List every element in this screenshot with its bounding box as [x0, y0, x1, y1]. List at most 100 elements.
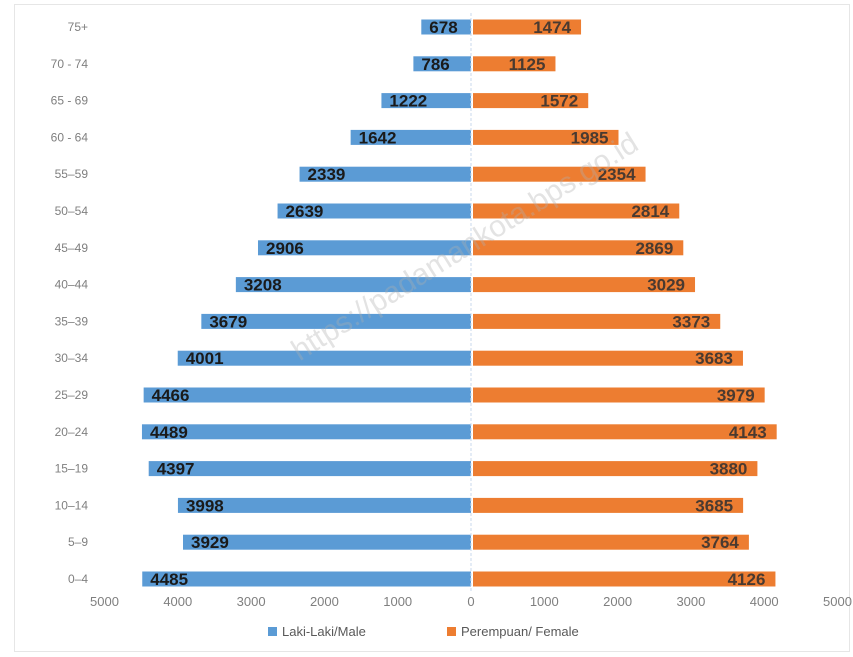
male-value-label: 3998: [186, 496, 224, 515]
female-bar: [473, 571, 776, 587]
female-bar: [473, 166, 646, 182]
female-bar: [473, 93, 589, 109]
male-value-label: 678: [429, 18, 457, 37]
male-value-label: 4485: [150, 570, 188, 589]
female-value-label: 1572: [540, 92, 578, 111]
male-value-label: 1642: [359, 128, 397, 147]
age-group-label: 60 - 64: [51, 130, 89, 144]
age-group-label: 55–59: [55, 167, 89, 181]
male-bar: [143, 387, 471, 403]
male-bar: [141, 424, 471, 440]
age-group-label: 50–54: [55, 204, 89, 218]
female-bar: [473, 56, 556, 72]
male-bar: [299, 166, 471, 182]
age-group-label: 15–19: [55, 462, 89, 476]
male-bar: [350, 129, 471, 145]
male-value-label: 4489: [150, 423, 188, 442]
male-value-label: 4466: [152, 386, 190, 405]
male-bar: [257, 240, 471, 256]
male-bar: [177, 350, 472, 366]
female-bar: [473, 313, 721, 329]
male-value-label: 1222: [389, 92, 427, 111]
x-tick-label: 4000: [750, 594, 779, 609]
age-group-label: 20–24: [55, 425, 89, 439]
male-value-label: 3679: [209, 312, 247, 331]
legend-swatch: [447, 627, 456, 636]
female-value-label: 2869: [635, 239, 673, 258]
female-value-label: 3979: [717, 386, 755, 405]
age-group-label: 25–29: [55, 388, 89, 402]
female-value-label: 4143: [729, 423, 767, 442]
male-bar: [235, 277, 471, 293]
male-value-label: 2639: [286, 202, 324, 221]
chart-frame: [14, 4, 850, 652]
x-tick-label: 1000: [383, 594, 412, 609]
age-group-label: 0–4: [68, 572, 88, 586]
female-bar: [473, 19, 582, 35]
age-group-label: 40–44: [55, 278, 89, 292]
male-bar: [142, 571, 471, 587]
male-bar: [381, 93, 471, 109]
x-tick-label: 0: [467, 594, 474, 609]
male-bar: [413, 56, 471, 72]
female-bar: [473, 240, 684, 256]
age-group-label: 75+: [68, 20, 88, 34]
female-value-label: 1985: [571, 128, 609, 147]
x-tick-label: 2000: [310, 594, 339, 609]
male-bar: [421, 19, 471, 35]
female-value-label: 3373: [672, 312, 710, 331]
male-bar: [148, 461, 472, 477]
female-value-label: 3683: [695, 349, 733, 368]
legend-swatch: [268, 627, 277, 636]
labels-layer: 0–4 4485 4126 5–9 3929 3764 10–14 3998 3685 15–19…: [51, 18, 852, 609]
x-tick-label: 4000: [163, 594, 192, 609]
female-bar: [473, 424, 777, 440]
x-tick-label: 1000: [530, 594, 559, 609]
age-group-label: 10–14: [55, 498, 89, 512]
male-value-label: 4397: [157, 460, 195, 479]
female-value-label: 3880: [710, 460, 748, 479]
x-tick-label: 3000: [237, 594, 266, 609]
x-tick-label: 2000: [603, 594, 632, 609]
female-value-label: 2814: [631, 202, 669, 221]
age-group-label: 65 - 69: [51, 94, 89, 108]
age-group-label: 70 - 74: [51, 57, 89, 71]
legend: Laki-Laki/Male Perempuan/ Female: [268, 624, 579, 639]
male-value-label: 786: [421, 55, 449, 74]
male-value-label: 2906: [266, 239, 304, 258]
female-value-label: 3029: [647, 276, 685, 295]
male-value-label: 3929: [191, 533, 229, 552]
female-value-label: 3685: [695, 496, 733, 515]
age-group-label: 30–34: [55, 351, 89, 365]
x-tick-label: 5000: [823, 594, 852, 609]
female-bar: [473, 203, 680, 219]
bars-layer: [141, 19, 777, 587]
age-group-label: 45–49: [55, 241, 89, 255]
x-tick-label: 5000: [90, 594, 119, 609]
age-group-label: 35–39: [55, 314, 89, 328]
male-bar: [183, 534, 471, 550]
male-value-label: 4001: [186, 349, 224, 368]
female-bar: [473, 129, 619, 145]
female-value-label: 1125: [509, 55, 546, 74]
female-bar: [473, 497, 744, 513]
male-bar: [277, 203, 471, 219]
female-bar: [473, 277, 696, 293]
female-value-label: 1474: [533, 18, 571, 37]
legend-label: Laki-Laki/Male: [282, 624, 366, 639]
female-value-label: 3764: [701, 533, 739, 552]
legend-label: Perempuan/ Female: [461, 624, 579, 639]
x-tick-label: 3000: [676, 594, 705, 609]
male-value-label: 2339: [308, 165, 346, 184]
female-bar: [473, 461, 758, 477]
male-bar: [201, 313, 472, 329]
female-bar: [473, 387, 765, 403]
female-bar: [473, 534, 749, 550]
female-value-label: 4126: [728, 570, 766, 589]
male-value-label: 3208: [244, 276, 282, 295]
male-bar: [177, 497, 471, 513]
female-bar: [473, 350, 743, 366]
female-value-label: 2354: [598, 165, 636, 184]
age-group-label: 5–9: [68, 535, 88, 549]
